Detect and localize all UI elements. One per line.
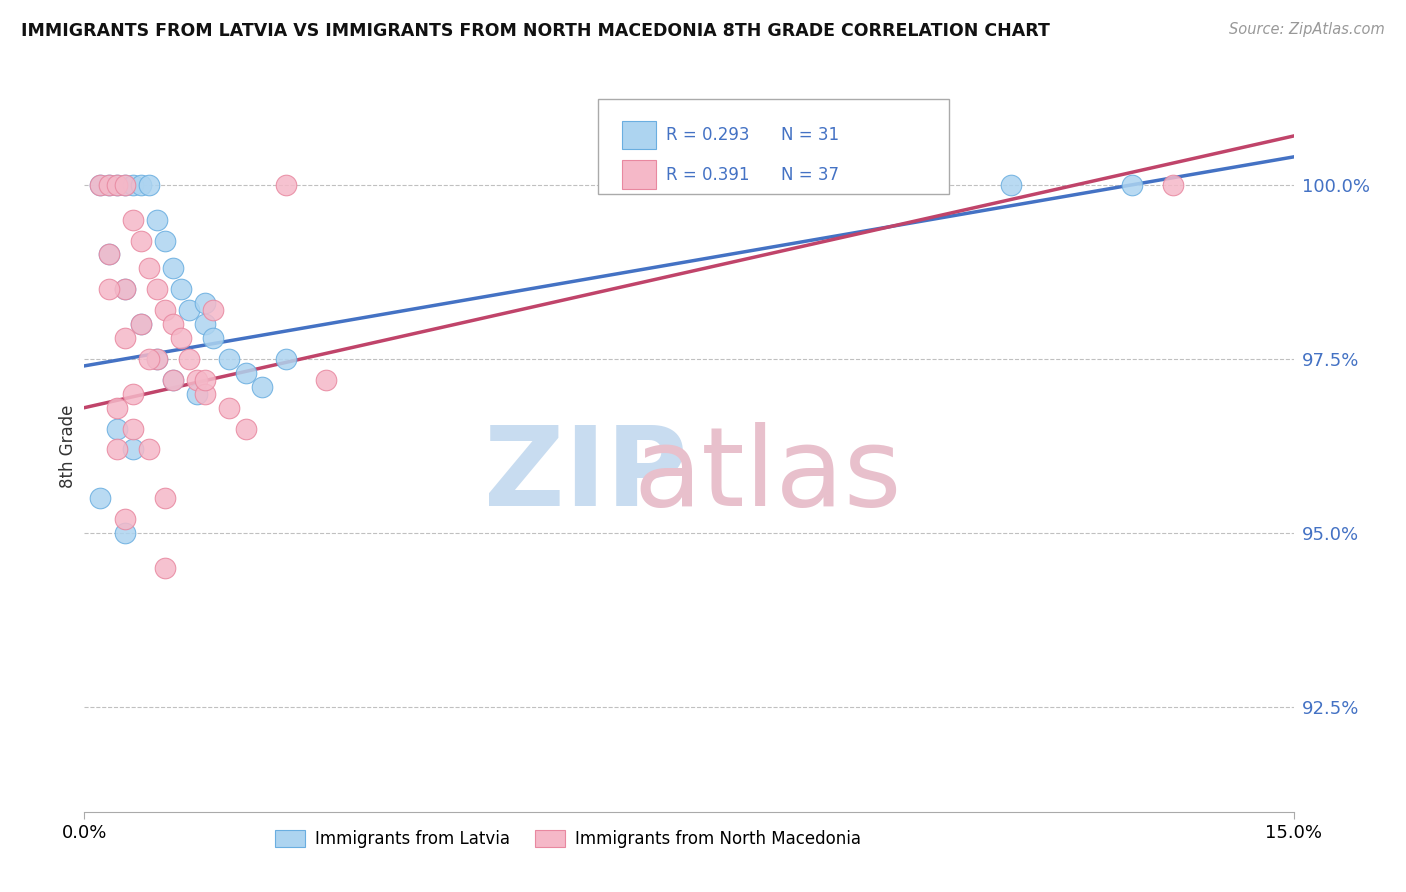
Point [138, 261, 160, 276]
Point [194, 317, 217, 331]
Point [121, 386, 143, 401]
Point [129, 317, 152, 331]
Point [97, 178, 120, 192]
Point [146, 351, 169, 366]
Point [186, 386, 208, 401]
Point [114, 331, 136, 345]
Point [97, 282, 120, 296]
Point [202, 303, 225, 318]
Point [153, 561, 176, 575]
Point [1121, 178, 1143, 192]
Point [146, 212, 169, 227]
Point [114, 178, 136, 192]
Text: R = 0.293: R = 0.293 [666, 126, 749, 145]
Text: ZIP: ZIP [485, 422, 688, 529]
Point [114, 282, 136, 296]
Point [153, 491, 176, 506]
Point [114, 282, 136, 296]
Point [162, 317, 184, 331]
Point [218, 401, 240, 415]
Point [105, 401, 128, 415]
Point [235, 421, 257, 435]
Point [105, 421, 128, 435]
Point [153, 303, 176, 318]
Point [89, 491, 111, 506]
FancyBboxPatch shape [599, 99, 949, 194]
Point [194, 296, 217, 310]
Text: N = 37: N = 37 [780, 166, 839, 184]
Point [179, 303, 201, 318]
Legend: Immigrants from Latvia, Immigrants from North Macedonia: Immigrants from Latvia, Immigrants from … [269, 823, 868, 855]
Point [138, 178, 160, 192]
Point [129, 234, 152, 248]
Point [138, 351, 160, 366]
Point [121, 178, 143, 192]
Point [105, 178, 128, 192]
Point [97, 247, 120, 261]
Point [186, 373, 208, 387]
Point [1000, 178, 1022, 192]
Point [179, 351, 201, 366]
Point [146, 282, 169, 296]
Point [138, 442, 160, 457]
Text: atlas: atlas [633, 422, 901, 529]
Point [146, 351, 169, 366]
Bar [623, 161, 657, 189]
Point [194, 373, 217, 387]
Point [170, 282, 193, 296]
Point [129, 178, 152, 192]
Point [105, 442, 128, 457]
Point [121, 442, 143, 457]
Point [89, 178, 111, 192]
Text: IMMIGRANTS FROM LATVIA VS IMMIGRANTS FROM NORTH MACEDONIA 8TH GRADE CORRELATION : IMMIGRANTS FROM LATVIA VS IMMIGRANTS FRO… [21, 22, 1050, 40]
Point [162, 373, 184, 387]
Point [274, 351, 297, 366]
Text: Source: ZipAtlas.com: Source: ZipAtlas.com [1229, 22, 1385, 37]
Point [114, 512, 136, 526]
Point [1161, 178, 1184, 192]
Y-axis label: 8th Grade: 8th Grade [59, 404, 77, 488]
Point [97, 178, 120, 192]
Point [162, 373, 184, 387]
Point [121, 421, 143, 435]
Point [97, 247, 120, 261]
Point [202, 331, 225, 345]
Point [114, 178, 136, 192]
Point [274, 178, 297, 192]
Point [105, 178, 128, 192]
Text: N = 31: N = 31 [780, 126, 839, 145]
Point [170, 331, 193, 345]
Point [162, 261, 184, 276]
Point [114, 526, 136, 541]
Bar [623, 121, 657, 149]
Point [235, 366, 257, 380]
Point [121, 212, 143, 227]
Point [218, 351, 240, 366]
Text: R = 0.391: R = 0.391 [666, 166, 749, 184]
Point [89, 178, 111, 192]
Point [153, 234, 176, 248]
Point [129, 317, 152, 331]
Point [194, 386, 217, 401]
Point [315, 373, 337, 387]
Point [250, 380, 273, 394]
